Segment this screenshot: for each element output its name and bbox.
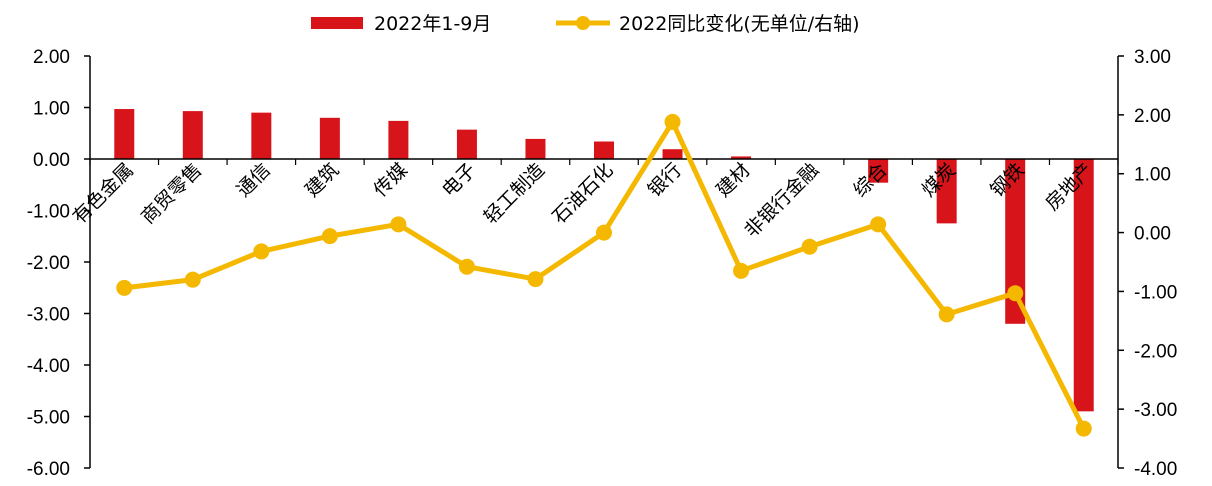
right-tick-label: 1.00 — [1134, 165, 1171, 186]
line-point — [253, 243, 270, 260]
line-point — [870, 216, 887, 233]
legend-line-marker — [576, 16, 590, 30]
left-tick-label: -1.00 — [27, 202, 70, 223]
line-point — [1075, 420, 1092, 437]
bar-series — [114, 109, 1094, 412]
line-series — [116, 113, 1092, 437]
bar — [525, 138, 546, 159]
line-point — [390, 216, 407, 233]
left-tick-label: -4.00 — [27, 356, 70, 377]
right-tick-label: -2.00 — [1134, 341, 1177, 362]
line-point — [184, 271, 201, 288]
line-point — [527, 271, 544, 288]
left-tick-label: -5.00 — [27, 408, 70, 429]
bar — [388, 120, 409, 159]
right-tick-label: 3.00 — [1134, 47, 1171, 68]
right-tick-label: -1.00 — [1134, 282, 1177, 303]
bar — [251, 112, 272, 159]
bar — [456, 129, 477, 159]
right-y-axis: 3.00 2.00 1.00 0.00 -1.00 -2.00 -3.00 -4.00 — [1117, 47, 1177, 480]
left-tick-label: 2.00 — [33, 47, 70, 68]
line-point — [116, 279, 133, 296]
line-point — [938, 306, 955, 323]
left-tick-label: -6.00 — [27, 459, 70, 480]
bar — [936, 159, 957, 224]
bar — [182, 111, 203, 159]
bar — [1073, 159, 1094, 412]
bar — [114, 109, 135, 159]
category-label: 有色金属 — [68, 159, 137, 228]
line-point — [664, 113, 681, 130]
category-label: 建筑 — [301, 159, 343, 201]
legend-line-label: 2022同比变化(无单位/右轴) — [619, 13, 860, 35]
left-tick-label: -3.00 — [27, 305, 70, 326]
category-label: 建材 — [712, 159, 754, 201]
category-label: 传媒 — [369, 159, 411, 201]
line-point — [733, 262, 750, 279]
line-point — [458, 258, 475, 275]
left-tick-label: -2.00 — [27, 253, 70, 274]
category-label: 商贸零售 — [137, 159, 206, 228]
bar — [1005, 159, 1026, 324]
legend-bar-label: 2022年1-9月 — [374, 13, 491, 35]
right-tick-label: 2.00 — [1134, 106, 1171, 127]
bar — [319, 117, 340, 159]
bar — [731, 156, 752, 159]
left-tick-label: 0.00 — [33, 150, 70, 171]
left-y-axis: 2.00 1.00 0.00 -1.00 -2.00 -3.00 -4.00 -5.00 -6.… — [27, 47, 91, 480]
line-point — [801, 238, 818, 255]
line-point — [596, 224, 612, 241]
bar — [868, 159, 889, 183]
line-point — [321, 228, 338, 245]
category-label: 银行 — [644, 159, 686, 201]
legend: 2022年1-9月 2022同比变化(无单位/右轴) — [311, 13, 860, 35]
bar — [594, 141, 614, 159]
right-tick-label: -4.00 — [1134, 459, 1177, 480]
category-label: 轻工制造 — [480, 159, 549, 228]
category-label: 石油石化 — [548, 159, 617, 228]
legend-bar-swatch — [311, 17, 363, 29]
line-point — [1007, 285, 1024, 302]
category-label: 通信 — [232, 159, 274, 201]
category-label: 非银行金融 — [740, 159, 823, 242]
category-label: 电子 — [438, 159, 480, 201]
bar — [662, 149, 683, 159]
right-tick-label: -3.00 — [1134, 400, 1177, 421]
left-tick-label: 1.00 — [33, 99, 70, 120]
category-axis — [89, 158, 1119, 165]
right-tick-label: 0.00 — [1134, 224, 1171, 245]
